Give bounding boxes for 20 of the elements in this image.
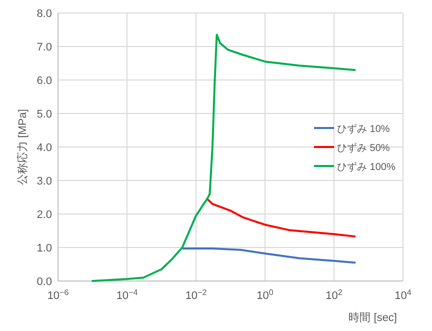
y-tick-label: 5.0: [36, 108, 52, 120]
x-tick-label: 10$^{−4}$: [116, 288, 138, 302]
y-tick-label: 1.0: [36, 242, 52, 254]
y-tick-label: 4.0: [36, 142, 52, 154]
x-axis-title: 時間 [sec]: [348, 311, 397, 324]
x-tick-label: 10$^{−6}$: [47, 288, 70, 302]
legend-label: ひずみ 10%: [337, 123, 390, 135]
x-tick-label: 10$^{0}$: [256, 288, 274, 302]
x-tick-label: 10$^{−2}$: [185, 288, 208, 302]
y-tick-label: 2.0: [36, 209, 52, 221]
x-tick-label: 10$^{2}$: [326, 288, 343, 302]
legend-label: ひずみ 50%: [337, 142, 390, 154]
y-tick-label: 3.0: [36, 176, 52, 188]
y-tick-label: 8.0: [36, 8, 52, 20]
legend-label: ひずみ 100%: [337, 161, 396, 173]
y-tick-label: 7.0: [36, 42, 52, 54]
y-tick-label: 0.0: [36, 276, 52, 288]
y-axis-title: 公称応力 [MPa]: [16, 109, 29, 185]
y-tick-label: 6.0: [36, 75, 52, 87]
x-tick-label: 10$^{4}$: [394, 288, 412, 302]
